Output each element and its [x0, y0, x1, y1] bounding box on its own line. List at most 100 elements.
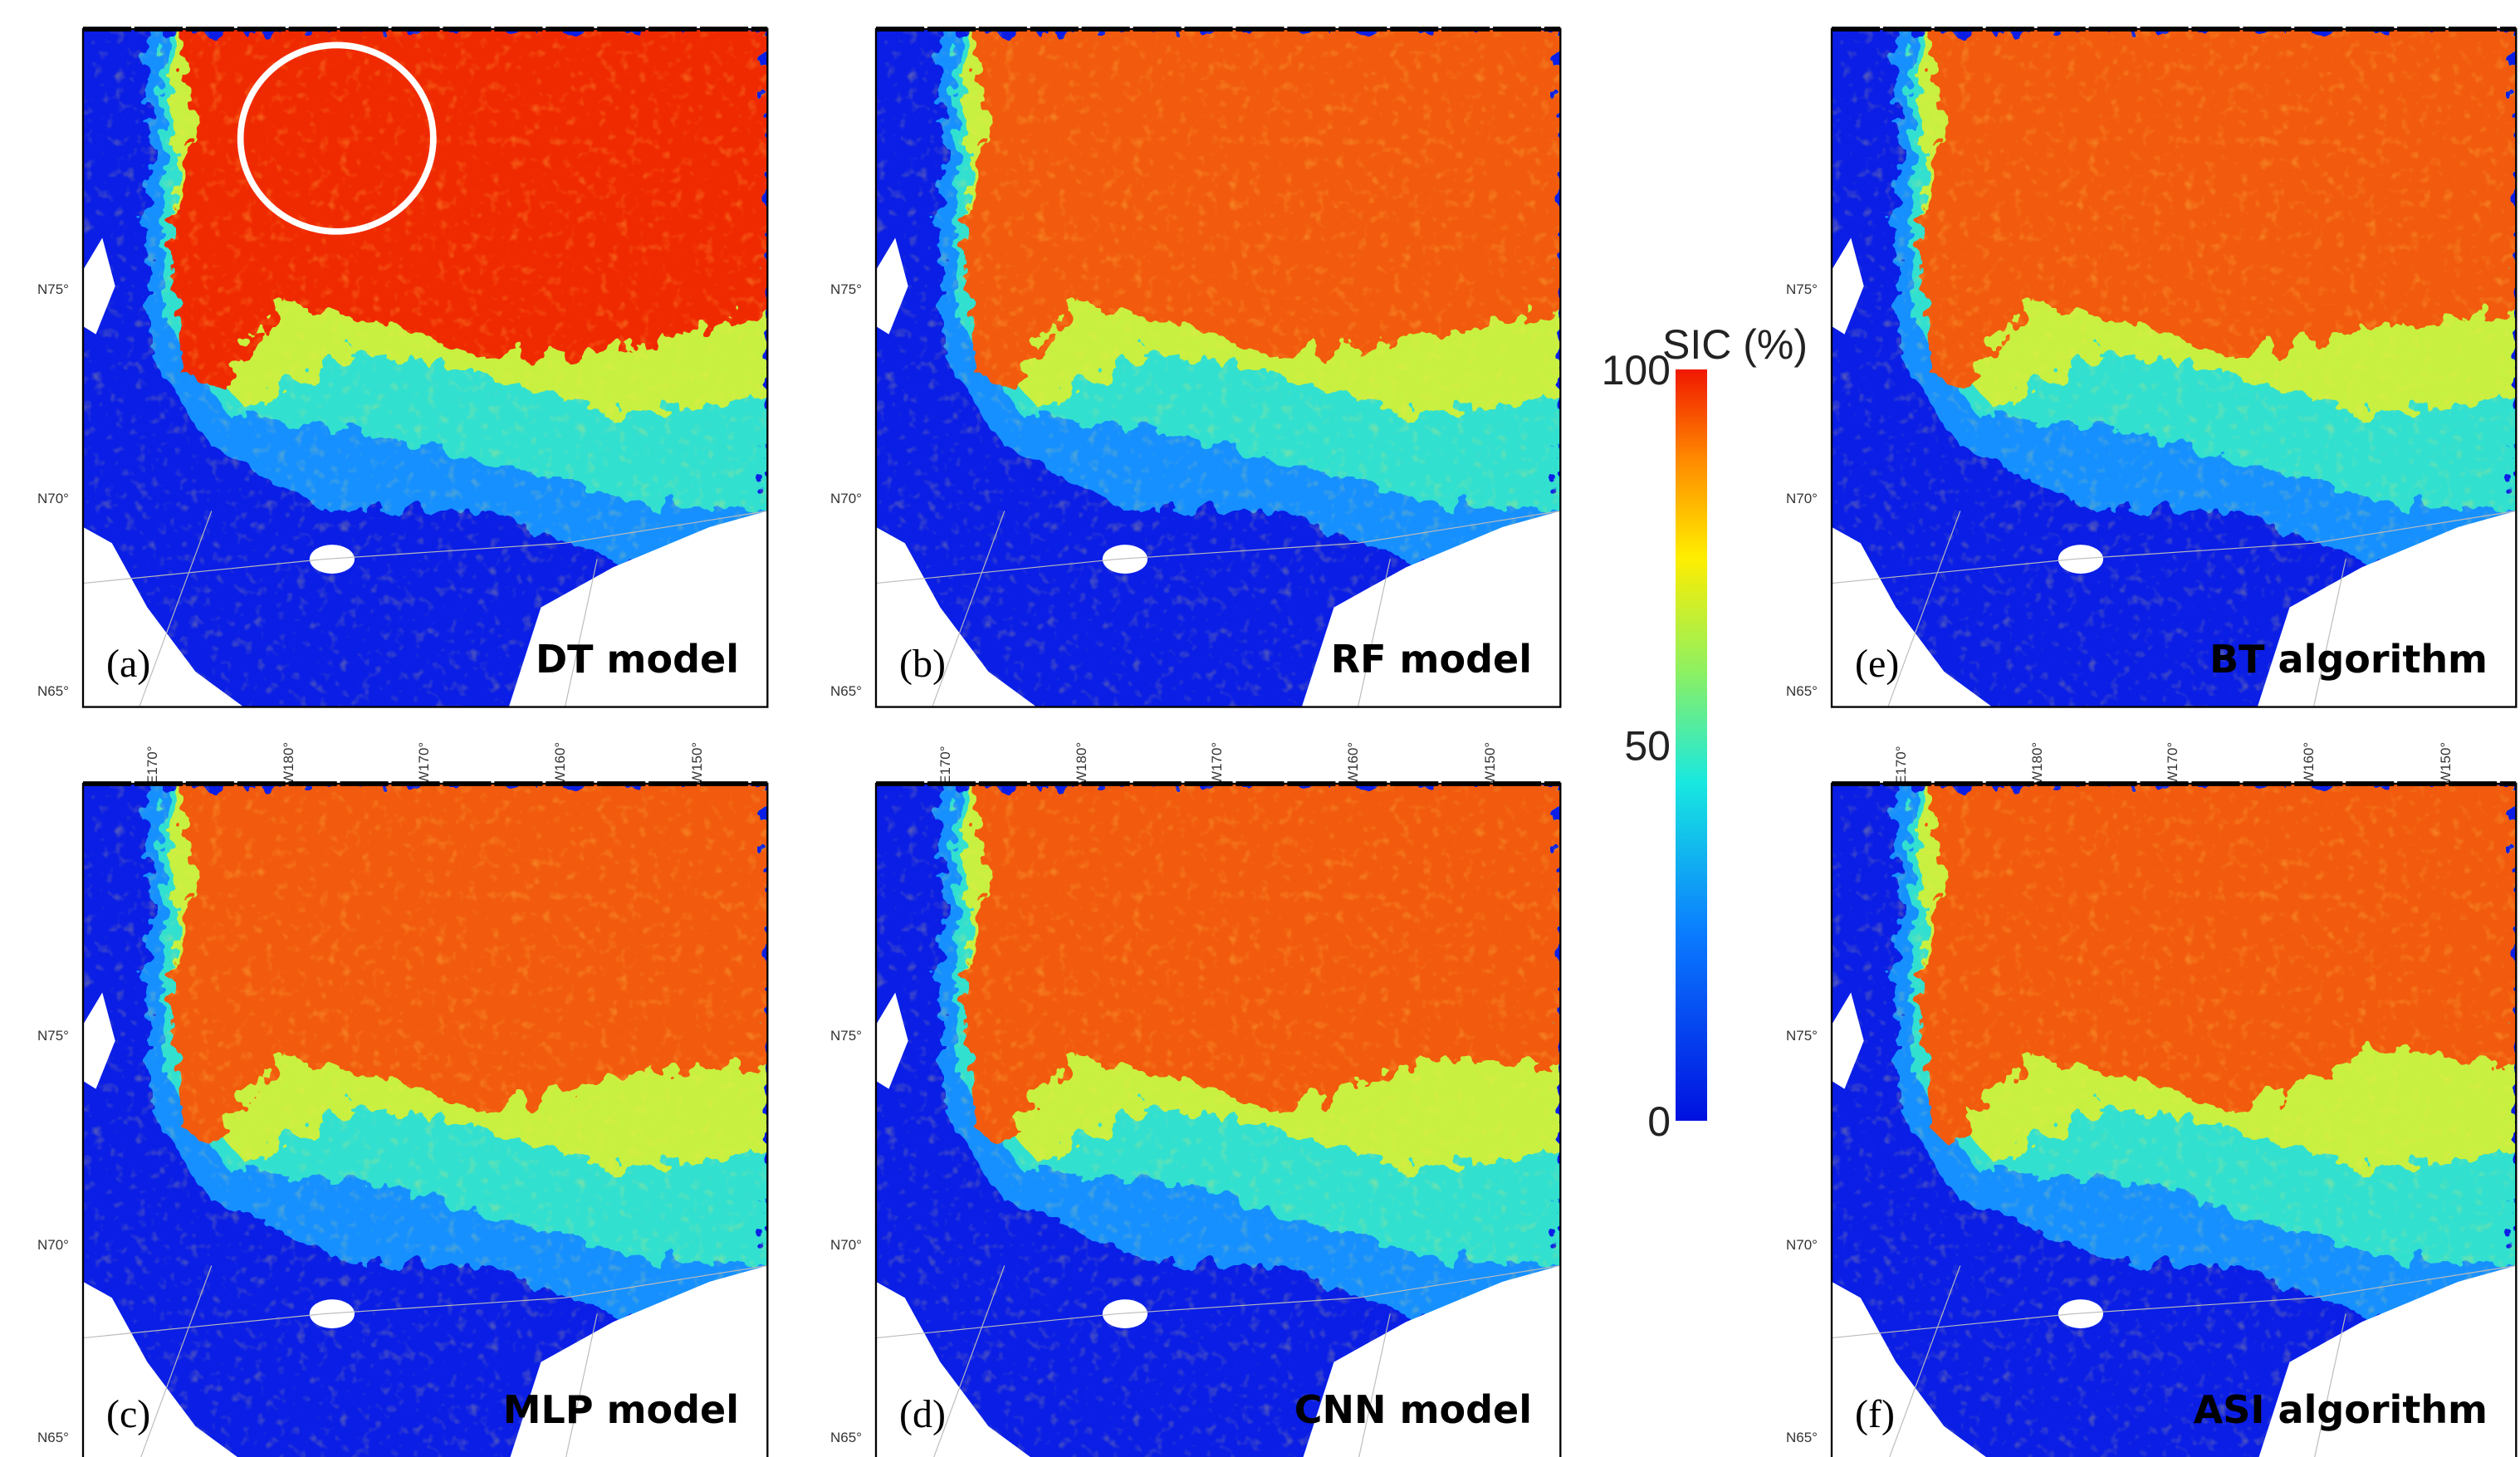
- latitude-label: N75°: [830, 281, 862, 297]
- panel-label: (a): [106, 642, 150, 686]
- latitude-label: N70°: [37, 491, 69, 506]
- island: [309, 545, 355, 574]
- graticule: [565, 1313, 598, 1457]
- latitude-label: N75°: [830, 1028, 862, 1044]
- latitude-label: N70°: [1786, 1237, 1818, 1253]
- longitude-label: W160°: [2301, 742, 2317, 785]
- latitude-label: N65°: [1786, 683, 1818, 699]
- land: [1832, 526, 1993, 707]
- panel-title: CNN model: [1294, 1387, 1532, 1432]
- map-panel: [874, 781, 1562, 1457]
- latitude-label: N70°: [830, 491, 862, 506]
- land: [83, 526, 244, 707]
- land: [1832, 1281, 1986, 1457]
- map-panel: [1830, 27, 2518, 708]
- map-panel: [874, 27, 1562, 708]
- latitude-label: N70°: [1786, 491, 1818, 506]
- land: [1303, 1265, 1561, 1457]
- map-panel: [1830, 781, 2518, 1457]
- map-image: [876, 784, 1561, 1457]
- graticule: [140, 1265, 213, 1457]
- graticule: [1889, 1265, 1961, 1457]
- island: [2058, 545, 2104, 574]
- land: [2258, 1265, 2517, 1457]
- map-image: [1832, 29, 2517, 707]
- island: [309, 1299, 355, 1328]
- map-image: [876, 29, 1561, 707]
- panel-label: (b): [899, 642, 946, 686]
- latitude-label: N70°: [830, 1237, 862, 1253]
- graticule: [2314, 1313, 2346, 1457]
- map-panel: [81, 27, 769, 708]
- graticule: [139, 511, 213, 707]
- longitude-label: E170°: [937, 746, 953, 785]
- latitude-label: N75°: [1786, 1028, 1818, 1044]
- island: [1102, 545, 1148, 574]
- graticule: [1832, 1264, 2517, 1339]
- panel-label: (e): [1855, 642, 1899, 686]
- graticule: [83, 510, 768, 584]
- longitude-label: W150°: [2438, 742, 2454, 785]
- highlight-circle: [237, 42, 437, 235]
- longitude-label: E170°: [1893, 746, 1909, 785]
- latitude-label: N75°: [1786, 281, 1818, 297]
- longitude-label: W150°: [1482, 742, 1498, 785]
- latitude-label: N65°: [1786, 1430, 1818, 1445]
- graticule: [1358, 1313, 1391, 1457]
- graticule: [1357, 559, 1391, 707]
- land: [83, 992, 115, 1089]
- colorbar-tick-label: 50: [1624, 723, 1671, 770]
- longitude-label: W170°: [2165, 742, 2180, 785]
- graticule: [1832, 510, 2517, 584]
- land: [508, 511, 768, 707]
- land: [1301, 511, 1561, 707]
- longitude-label: W150°: [689, 742, 705, 785]
- longitude-label: W170°: [416, 742, 432, 785]
- panel-title: ASI algorithm: [2194, 1387, 2488, 1432]
- latitude-label: N75°: [37, 281, 69, 297]
- land: [510, 1265, 768, 1457]
- panel-title: DT model: [536, 637, 739, 682]
- panel-label: (c): [106, 1392, 150, 1436]
- colorbar: [1676, 369, 1707, 1121]
- land: [1832, 992, 1864, 1089]
- latitude-label: N75°: [37, 1028, 69, 1044]
- colorbar-tick-label: 0: [1647, 1098, 1671, 1145]
- graticule: [932, 511, 1006, 707]
- colorbar-title: SIC (%): [1662, 321, 1808, 368]
- land: [876, 1281, 1030, 1457]
- longitude-label: W180°: [281, 742, 296, 785]
- graticule: [2312, 559, 2346, 707]
- latitude-label: N65°: [830, 683, 862, 699]
- land: [83, 1281, 237, 1457]
- latitude-label: N65°: [37, 683, 69, 699]
- graticule: [1887, 511, 1961, 707]
- longitude-label: W170°: [1209, 742, 1225, 785]
- map-image: [83, 29, 768, 707]
- longitude-label: E170°: [144, 746, 160, 785]
- longitude-label: W180°: [2029, 742, 2045, 785]
- graticule: [933, 1265, 1006, 1457]
- panel-title: MLP model: [503, 1387, 739, 1432]
- panel-label: (d): [899, 1392, 946, 1436]
- longitude-label: W160°: [1345, 742, 1361, 785]
- graticule: [876, 510, 1561, 584]
- map-image: [1832, 784, 2517, 1457]
- land: [83, 237, 115, 335]
- graticule: [83, 1264, 768, 1339]
- land: [876, 526, 1037, 707]
- graticule: [876, 1264, 1561, 1339]
- longitude-label: W160°: [552, 742, 568, 785]
- latitude-label: N70°: [37, 1237, 69, 1253]
- graticule: [564, 559, 598, 707]
- panel-title: BT algorithm: [2209, 637, 2488, 682]
- island: [1102, 1299, 1148, 1328]
- land: [2257, 511, 2517, 707]
- land: [876, 237, 908, 335]
- map-panel: [81, 781, 769, 1457]
- panel-title: RF model: [1331, 637, 1532, 682]
- panel-label: (f): [1855, 1392, 1895, 1436]
- latitude-label: N65°: [830, 1430, 862, 1445]
- land: [876, 992, 908, 1089]
